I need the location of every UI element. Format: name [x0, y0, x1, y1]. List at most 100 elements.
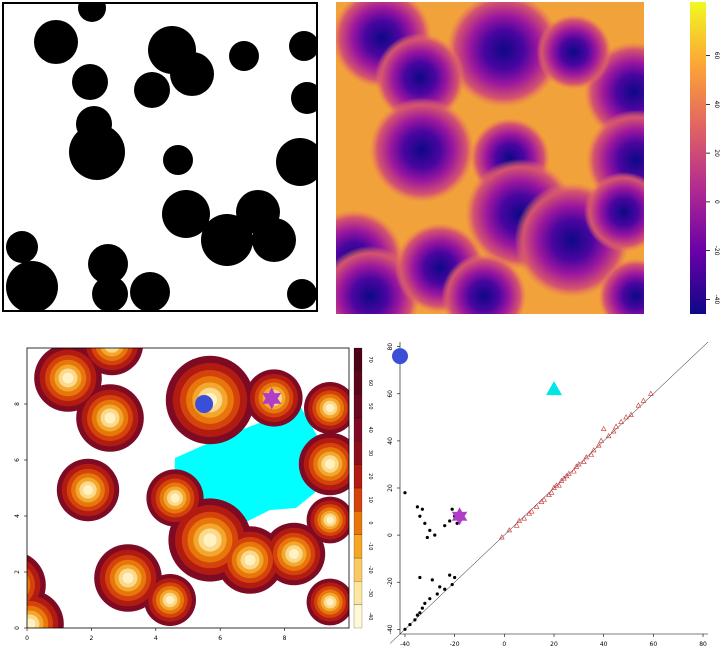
data-point	[618, 418, 624, 424]
data-point	[425, 535, 429, 540]
data-point	[571, 468, 577, 474]
x-tick-label: 4	[154, 635, 158, 642]
contour-fill	[325, 403, 335, 413]
heatmap-well	[584, 172, 644, 252]
data-point	[521, 515, 527, 521]
disk-group	[6, 0, 324, 313]
data-point	[433, 533, 437, 537]
colorbar-tick-label: 10	[367, 496, 373, 502]
heatmap-well	[375, 33, 465, 123]
colorbar-tick-label: 20	[367, 473, 373, 479]
heatmap-well	[598, 258, 644, 314]
contour-map-panel: 0 2 4 6 8 0 2 4 6 8 -40 -30 -20 -10 0 10 20 30 40 50 60 70	[0, 340, 380, 663]
colorbar-tick-label: -30	[367, 589, 373, 597]
black-disk	[162, 190, 210, 238]
data-point	[548, 489, 555, 495]
distance-heatmap-panel: -40 -20 0 20 40 60	[334, 0, 720, 318]
data-point	[623, 414, 629, 420]
y-tick-label: -40	[387, 624, 394, 634]
contour-layers	[0, 348, 349, 628]
black-disk	[88, 244, 128, 284]
contour-fill	[62, 372, 74, 384]
black-disk	[6, 261, 58, 313]
data-point	[499, 534, 505, 540]
black-disk	[34, 20, 78, 64]
contour-fill	[27, 618, 36, 628]
data-point	[403, 627, 407, 631]
data-point	[595, 442, 602, 448]
contour-fill	[3, 576, 22, 595]
colorbar-level	[353, 464, 363, 489]
x-tick-label: 2	[89, 635, 93, 642]
contour-fill	[203, 533, 217, 547]
data-point	[533, 503, 540, 509]
heatmap-well	[446, 2, 562, 108]
colorbar-tick-label: 40	[367, 426, 373, 432]
colorbar-level	[353, 604, 363, 629]
x-tick-label: 40	[600, 641, 608, 648]
colorbar-tick-label: 20	[713, 149, 720, 157]
contour-fill	[0, 571, 26, 598]
data-point	[418, 514, 422, 518]
colorbar-tick-label: 50	[367, 403, 373, 409]
colorbar-tick-label: -40	[713, 294, 720, 304]
data-point	[605, 432, 612, 439]
data-point	[541, 496, 547, 502]
colorbar-level	[353, 371, 363, 395]
contour-fill	[27, 567, 35, 603]
data-point	[576, 461, 582, 467]
triangle-marker	[546, 381, 562, 396]
data-point	[581, 458, 587, 464]
colorbar-tick-label: 0	[367, 521, 373, 524]
data-point	[640, 397, 647, 403]
x-tick-label: 60	[650, 641, 658, 648]
colorbar-level	[353, 394, 363, 419]
contour-fill	[7, 580, 18, 591]
y-tick-label: 2	[14, 570, 21, 574]
data-point	[435, 592, 439, 596]
black-disk	[252, 218, 296, 262]
y-tick-label: 0	[387, 533, 394, 537]
data-point	[613, 423, 619, 429]
data-point	[450, 582, 454, 587]
x-tick-label: 80	[699, 641, 707, 648]
y-tick-label: 40	[387, 437, 394, 445]
contour-fill	[27, 574, 31, 596]
data-point	[423, 601, 427, 605]
data-point	[418, 611, 422, 615]
data-point	[566, 470, 572, 476]
data-point	[438, 585, 442, 589]
data-point	[628, 411, 634, 417]
data-point	[448, 573, 452, 577]
binary-image	[2, 0, 324, 313]
black-disk	[291, 82, 323, 114]
data-point	[556, 482, 562, 488]
data-point	[583, 454, 590, 460]
contour-fill	[326, 516, 334, 524]
black-disk	[78, 0, 106, 22]
contour-map: 0 2 4 6 8 0 2 4 6 8 -40 -30 -20 -10 0 10 20 30 40 50 60 70	[0, 347, 373, 642]
contour-fill	[122, 572, 134, 584]
data-point	[423, 521, 427, 525]
colorbar-level	[353, 581, 363, 605]
star-marker	[451, 507, 468, 526]
data-point	[420, 507, 424, 511]
distance-heatmap: -40 -20 0 20 40 60	[336, 2, 720, 314]
x-tick-label: 8	[283, 635, 287, 642]
star-marker	[262, 387, 282, 410]
data-point	[635, 402, 642, 408]
y-tick-label: 80	[387, 343, 394, 351]
contour-fill	[170, 493, 180, 503]
data-point	[450, 507, 454, 511]
y-tick-label: 0	[14, 626, 21, 630]
black-disk	[229, 41, 259, 71]
data-point	[455, 521, 459, 525]
black-disk	[130, 272, 170, 312]
y-tick-label: 8	[14, 402, 21, 406]
contour-fill	[289, 549, 299, 559]
data-point	[453, 575, 457, 580]
data-point	[428, 528, 432, 532]
black-disk	[163, 145, 193, 175]
colorbar-level	[353, 511, 363, 535]
colorbar-level	[353, 417, 363, 442]
